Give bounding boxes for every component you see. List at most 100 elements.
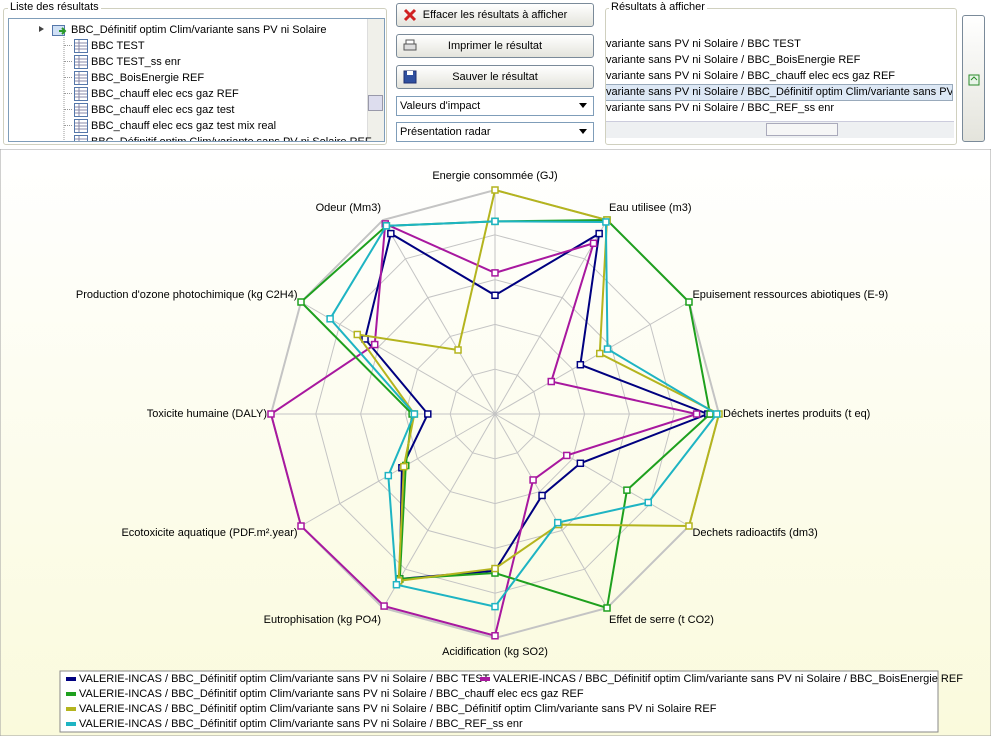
data-point: [596, 349, 604, 358]
display-item[interactable]: variante sans PV ni Solaire / BBC_BoisEn…: [606, 54, 861, 66]
display-group: [605, 8, 957, 145]
scrollbar[interactable]: [367, 19, 384, 141]
dropdown-arrow: [579, 129, 587, 134]
axis-label: Eau utilisee (m3): [609, 202, 692, 214]
button[interactable]: Sauver le résultat: [396, 65, 594, 89]
chart: Energie consommée (GJ) Eau utilisee (m3) E…: [0, 149, 991, 736]
data-point: [538, 491, 546, 500]
data-point: [454, 346, 462, 354]
legend-swatch: [66, 677, 76, 681]
data-point: [353, 330, 362, 339]
display-list[interactable]: variante sans PV ni Solaire / BBC TEST va…: [606, 36, 954, 140]
legend-label: VALERIE-INCAS / BBC_Définitif optim Clim…: [493, 673, 963, 685]
legend-label: VALERIE-INCAS / BBC_Définitif optim Clim…: [79, 673, 490, 685]
side-button[interactable]: [962, 15, 985, 142]
data-point: [623, 486, 631, 494]
data-point: [603, 345, 612, 353]
table-icon: [74, 87, 88, 101]
data-point: [392, 580, 401, 589]
recycle-icon: [968, 74, 980, 86]
tree-connector: [64, 93, 72, 94]
display-item[interactable]: variante sans PV ni Solaire / BBC_chauff…: [606, 70, 895, 82]
button[interactable]: Imprimer le résultat: [396, 34, 594, 58]
legend-box: [59, 670, 939, 733]
data-point: [685, 522, 693, 530]
button[interactable]: Effacer les résultats à afficher: [396, 3, 594, 27]
spoke: [300, 413, 496, 527]
data-point: [387, 229, 395, 238]
tree-item[interactable]: BBC_chauff elec ecs gaz test mix real: [91, 120, 277, 132]
data-point: [384, 471, 393, 480]
axis-label: Eutrophisation (kg PO4): [264, 614, 381, 626]
data-point: [297, 522, 305, 530]
tree-item[interactable]: BBC_Définitif optim Clim/variante sans P…: [91, 136, 372, 142]
legend-swatch: [66, 722, 76, 726]
tree[interactable]: BBC_Définitif optim Clim/variante sans P…: [8, 18, 385, 142]
legend-label: VALERIE-INCAS / BBC_Définitif optim Clim…: [79, 718, 523, 730]
axis-label: Déchets inertes produits (t eq): [723, 408, 870, 420]
data-point: [380, 602, 388, 610]
display-title: Résultats à afficher: [609, 1, 707, 13]
tree-root[interactable]: BBC_Définitif optim Clim/variante sans P…: [71, 24, 327, 36]
table-icon: [74, 135, 88, 141]
data-point: [692, 410, 701, 418]
table-icon: [74, 71, 88, 85]
axis-label: Effet de serre (t CO2): [609, 614, 714, 626]
results-title: Liste des résultats: [8, 1, 101, 13]
data-point: [713, 410, 721, 418]
tree-item[interactable]: BBC TEST: [91, 40, 145, 52]
data-point: [595, 229, 603, 238]
table-icon: [74, 119, 88, 133]
h-thumb[interactable]: [766, 123, 838, 136]
scroll-thumb[interactable]: [368, 95, 383, 111]
axis-label: Ecotoxicite aquatique (PDF.m².year): [121, 527, 297, 539]
data-point: [491, 186, 499, 194]
spoke: [494, 219, 608, 415]
data-point: [410, 410, 419, 418]
tree-item[interactable]: BBC TEST_ss enr: [91, 56, 181, 68]
axis-label: Acidification (kg SO2): [442, 646, 548, 658]
x-icon: [403, 8, 417, 22]
axis-label: Dechets radioactifs (dm3): [692, 527, 817, 539]
folder-icon: [52, 25, 67, 36]
tree-item[interactable]: BBC_chauff elec ecs gaz REF: [91, 88, 239, 100]
dropdown[interactable]: Présentation radar: [396, 122, 594, 142]
tree-item[interactable]: BBC_chauff elec ecs gaz test: [91, 104, 235, 116]
table-icon: [74, 55, 88, 69]
data-point: [529, 476, 537, 484]
dropdown[interactable]: Valeurs d'impact: [396, 96, 594, 116]
spoke: [494, 413, 608, 609]
print-icon: [403, 39, 417, 51]
data-point: [491, 217, 499, 226]
data-point: [589, 239, 598, 248]
data-point: [491, 632, 499, 640]
results-group: [3, 8, 387, 145]
display-item[interactable]: variante sans PV ni Solaire / BBC_REF_ss…: [606, 102, 835, 114]
legend-label: VALERIE-INCAS / BBC_Définitif optim Clim…: [79, 688, 584, 700]
tree-connector: [64, 77, 72, 78]
data-point: [382, 222, 391, 230]
data-point: [576, 360, 585, 369]
data-point: [491, 291, 499, 300]
spoke: [494, 301, 690, 415]
data-point: [491, 269, 499, 277]
tree-lines: [39, 26, 65, 141]
data-point: [603, 604, 611, 612]
data-point: [644, 498, 653, 507]
data-point: [400, 462, 408, 471]
legend-swatch: [480, 677, 490, 681]
axis-label: Production d'ozone photochimique (kg C2H…: [76, 289, 298, 301]
display-item[interactable]: variante sans PV ni Solaire / BBC_Défini…: [606, 84, 953, 101]
data-point: [267, 410, 275, 418]
tree-connector: [64, 141, 72, 142]
axis-label: Energie consommée (GJ): [432, 170, 557, 182]
display-item[interactable]: variante sans PV ni Solaire / BBC TEST: [606, 38, 801, 50]
data-point: [424, 410, 432, 418]
data-point: [370, 340, 379, 349]
legend-label: VALERIE-INCAS / BBC_Définitif optim Clim…: [79, 703, 717, 715]
tree-connector: [64, 125, 72, 126]
tree-item[interactable]: BBC_BoisEnergie REF: [91, 72, 205, 84]
save-icon: [403, 70, 417, 84]
spoke: [494, 413, 690, 527]
data-point: [297, 298, 305, 306]
